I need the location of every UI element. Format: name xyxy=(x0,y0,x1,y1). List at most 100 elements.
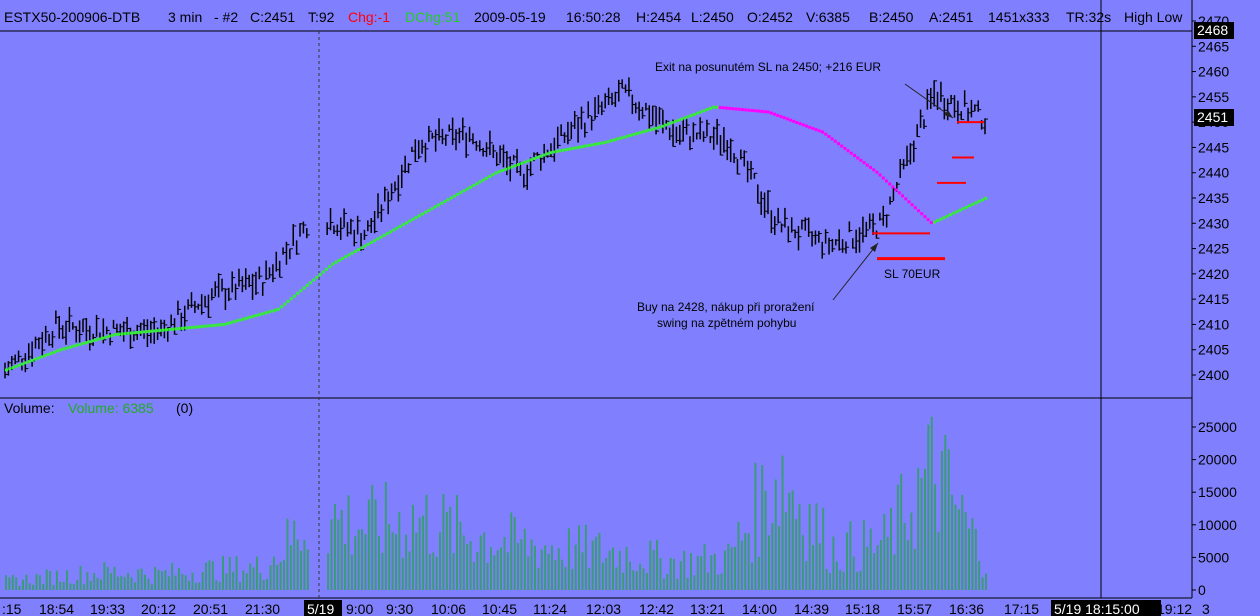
volume-bar xyxy=(940,451,943,590)
ma-point xyxy=(312,278,316,282)
ma-point xyxy=(14,364,18,368)
ma-point xyxy=(869,165,872,169)
ma-point xyxy=(373,239,376,243)
header-date: 2009-05-19 xyxy=(474,9,546,25)
chart-header: ESTX50-200906-DTB 3 min - #2 C:2451 T:92… xyxy=(4,9,1183,25)
price-tick-label: 2445 xyxy=(1198,139,1229,155)
ma-point xyxy=(37,356,40,360)
volume-bar xyxy=(944,434,947,590)
ma-point xyxy=(213,323,216,327)
volume-bar xyxy=(730,547,733,590)
ma-point xyxy=(235,319,239,323)
volume-bar xyxy=(337,519,340,590)
ma-point xyxy=(901,194,904,198)
ma-point xyxy=(417,214,421,218)
ma-point xyxy=(376,237,380,241)
ma-point xyxy=(769,111,773,115)
volume-bar xyxy=(822,507,825,590)
volume-bar xyxy=(920,477,923,590)
volume-bar xyxy=(133,582,136,590)
header-chg: Chg:-1 xyxy=(348,9,390,25)
ma-point xyxy=(193,325,197,329)
ma-point xyxy=(645,129,648,133)
ma-point xyxy=(821,130,824,134)
ma-point xyxy=(110,333,114,337)
volume-bar xyxy=(32,584,35,590)
volume-bar xyxy=(951,494,954,590)
volume-bar xyxy=(693,575,696,590)
volume-bar xyxy=(147,578,150,590)
ma-point xyxy=(638,131,642,135)
ma-point xyxy=(651,127,655,131)
time-label-highlight xyxy=(1051,600,1161,616)
ma-point xyxy=(555,149,559,153)
volume-bar xyxy=(927,424,930,590)
header-volume: V:6385 xyxy=(806,9,850,25)
ma-point xyxy=(609,139,613,143)
ma-point xyxy=(203,324,207,328)
ma-point xyxy=(667,122,671,126)
time-label: 15:57 xyxy=(897,601,932,616)
annotation-exit-text: Exit na posunutém SL na 2450; +216 EUR xyxy=(655,60,881,74)
ma-point xyxy=(837,142,840,146)
volume-header-label: Volume: xyxy=(4,400,55,416)
volume-bar xyxy=(225,573,228,590)
volume-bar xyxy=(961,494,964,590)
volume-bar xyxy=(279,561,282,590)
volume-bar xyxy=(371,484,374,590)
volume-bar xyxy=(374,499,377,590)
ma-point xyxy=(424,210,428,214)
ma-point xyxy=(709,106,712,110)
volume-bar xyxy=(673,559,676,590)
ma-point xyxy=(75,343,79,347)
volume-bar xyxy=(595,536,598,590)
ma-point xyxy=(603,140,607,144)
volume-bar xyxy=(635,571,638,590)
volume-bar xyxy=(632,570,635,590)
ma-point xyxy=(197,325,200,329)
volume-bar xyxy=(723,550,726,590)
ma-point xyxy=(405,221,408,225)
volume-bar xyxy=(428,553,431,590)
ma-point xyxy=(101,336,104,340)
ma-point xyxy=(545,152,549,156)
volume-bar xyxy=(852,556,855,590)
ma-point xyxy=(782,116,786,120)
ma-point xyxy=(142,330,146,334)
volume-bar xyxy=(333,504,336,590)
ma-point xyxy=(257,313,261,317)
header-mode: High Low xyxy=(1124,9,1183,25)
price-tick-label: 2420 xyxy=(1198,266,1229,282)
ma-point xyxy=(478,180,482,184)
ma-point xyxy=(369,240,373,244)
ma-point xyxy=(881,176,885,180)
volume-header-series: Volume: 6385 xyxy=(68,400,154,416)
volume-bar xyxy=(462,535,465,590)
ma-point xyxy=(65,346,69,350)
volume-bar xyxy=(469,541,472,590)
volume-bar xyxy=(198,582,201,590)
volume-bar xyxy=(798,504,801,590)
volume-bar xyxy=(605,557,608,590)
price-tick-label: 2425 xyxy=(1198,241,1229,257)
volume-bar xyxy=(425,494,428,590)
ma-point xyxy=(702,109,706,113)
ma-point xyxy=(865,163,869,167)
price-tick-label: 2465 xyxy=(1198,38,1229,54)
time-label: 17:15 xyxy=(1004,601,1039,616)
volume-bar xyxy=(378,535,381,590)
volume-bar xyxy=(720,573,723,590)
ma-point xyxy=(565,148,568,152)
volume-bar xyxy=(717,574,720,590)
ma-point xyxy=(360,246,364,250)
volume-bar xyxy=(283,560,286,590)
ma-point xyxy=(897,191,901,195)
ma-point xyxy=(680,117,684,121)
ma-point xyxy=(699,110,703,114)
ma-point xyxy=(133,331,136,335)
ma-point xyxy=(200,325,204,329)
ma-point xyxy=(843,146,847,150)
ma-point xyxy=(49,351,53,355)
ma-point xyxy=(539,154,543,158)
volume-bar xyxy=(266,578,269,590)
